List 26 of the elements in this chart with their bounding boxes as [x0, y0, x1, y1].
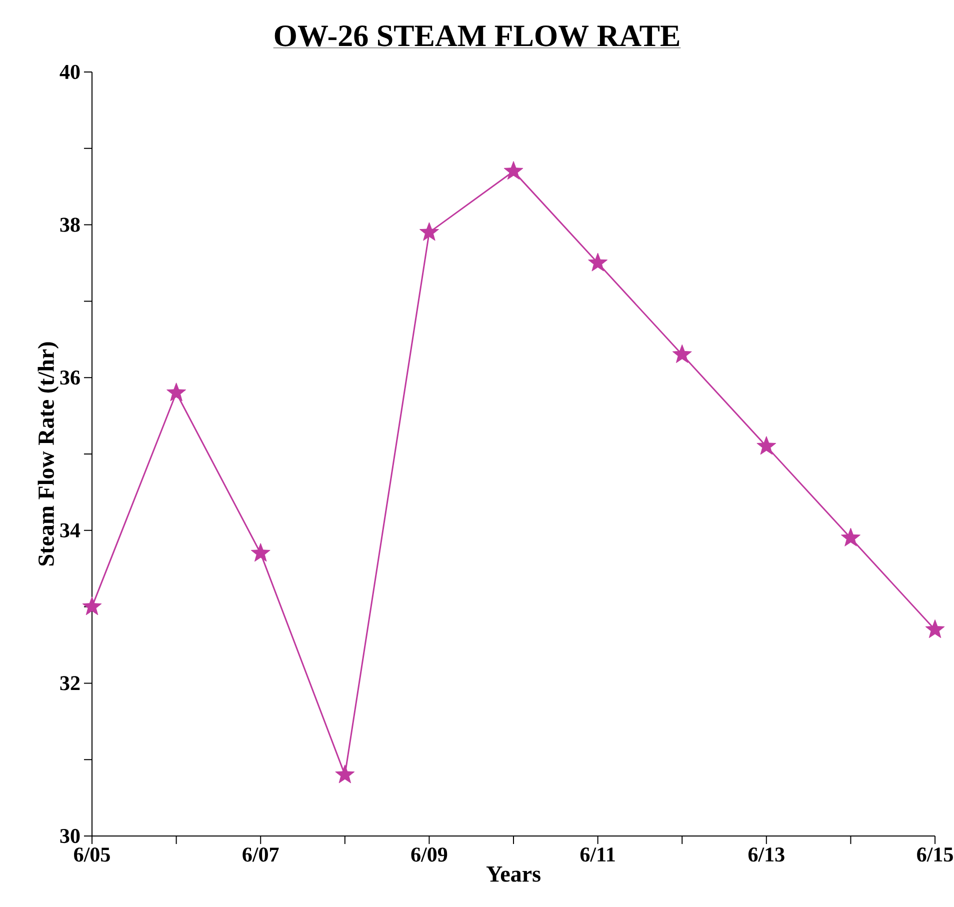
x-tick-label: 6/07 [242, 848, 279, 862]
y-tick-label: 40 [60, 64, 80, 80]
point [82, 596, 102, 616]
point [419, 222, 439, 241]
y-tick-label: 30 [60, 828, 80, 844]
y-tick-label: 32 [60, 676, 80, 690]
y-tick-label: 36 [60, 370, 80, 385]
point [672, 344, 692, 364]
point [925, 619, 945, 638]
point [504, 161, 524, 180]
x-axis-title: Years [486, 866, 540, 882]
x-tick-label: 6/11 [580, 848, 615, 862]
y-tick-label: 34 [60, 523, 80, 538]
x-tick-label: 6/09 [411, 848, 448, 862]
point [756, 436, 776, 455]
point [588, 252, 608, 272]
y-tick-label: 38 [60, 218, 80, 232]
point [840, 528, 860, 546]
point [166, 382, 186, 402]
x-tick-label: 6/15 [917, 848, 953, 862]
y-axis-title: Steam Flow Rate (t/hr) [38, 342, 59, 566]
x-tick-label: 6/05 [74, 848, 110, 862]
x-tick-label: 6/13 [748, 848, 784, 862]
chart-title: OW-26 STEAM FLOW RATE [274, 25, 680, 46]
point [250, 543, 270, 562]
point [335, 764, 355, 784]
